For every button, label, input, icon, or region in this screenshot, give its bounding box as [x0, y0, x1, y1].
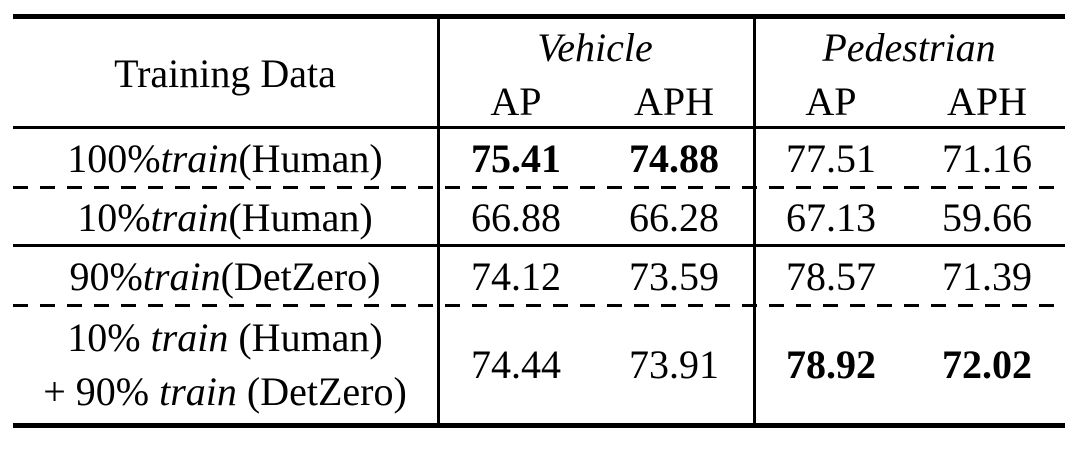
row4-vehicle-aph: 73.91	[629, 342, 719, 387]
table-row: 10% train (Human) + 90% train (DetZero) …	[13, 306, 1065, 423]
header-training-data: Training Data	[114, 51, 336, 96]
row2-vehicle-ap: 66.88	[471, 194, 561, 240]
header-group-pedestrian: Pedestrian AP APH	[753, 19, 1065, 128]
header-separator-line	[13, 126, 1065, 129]
row4-pedestrian-aph: 72.02	[942, 342, 1032, 387]
label-text: 10%	[77, 194, 151, 240]
label-text-italic: train	[159, 368, 237, 414]
row3-label: 90% train (DetZero)	[13, 246, 437, 306]
header-pedestrian-aph: APH	[946, 79, 1028, 124]
solid-divider	[13, 244, 1065, 247]
label-text: 90%	[69, 253, 143, 299]
label-text: (DetZero)	[220, 253, 381, 299]
vertical-divider	[437, 19, 440, 423]
row4-vehicle-ap: 74.44	[471, 342, 561, 387]
row2-vehicle-aph: 66.28	[629, 194, 719, 240]
label-text: 10%	[67, 314, 151, 360]
results-table: Training Data Vehicle AP APH Pedestrian …	[13, 14, 1065, 428]
header-pedestrian-label: Pedestrian	[822, 24, 996, 70]
label-text: (Human)	[238, 135, 383, 181]
row2-label: 10% train (Human)	[13, 188, 437, 246]
label-text-italic: train	[160, 135, 239, 181]
row3-vehicle-ap: 74.12	[471, 253, 561, 299]
row1-pedestrian-ap: 77.51	[786, 135, 876, 181]
row1-label: 100% train (Human)	[13, 128, 437, 188]
label-text: 100%	[67, 135, 161, 181]
header-group-vehicle: Vehicle AP APH	[437, 19, 753, 128]
row4-label-line1: 10% train (Human)	[43, 311, 407, 365]
row2-pedestrian-aph: 59.66	[942, 194, 1032, 240]
label-text: (DetZero)	[236, 368, 407, 414]
table-row: 90% train (DetZero) 74.12 73.59 78.57 71…	[13, 246, 1065, 306]
header-pedestrian-subcols: AP APH	[753, 75, 1065, 128]
row2-pedestrian-ap: 67.13	[786, 194, 876, 240]
label-text-italic: train	[142, 253, 221, 299]
label-text-italic: train	[150, 194, 229, 240]
row4-label-lines: 10% train (Human) + 90% train (DetZero)	[43, 311, 407, 419]
header-vehicle-label: Vehicle	[537, 24, 653, 70]
row1-vehicle-aph: 74.88	[629, 135, 719, 181]
vertical-divider	[753, 19, 756, 423]
header-vehicle-subcols: AP APH	[437, 75, 753, 128]
row4-pedestrian-ap: 78.92	[786, 342, 876, 387]
row4-label-line2: + 90% train (DetZero)	[43, 365, 407, 419]
table-row: 10% train (Human) 66.88 66.28 67.13 59.66	[13, 188, 1065, 246]
label-text: (Human)	[228, 314, 383, 360]
row3-vehicle-aph: 73.59	[629, 253, 719, 299]
label-text: (Human)	[228, 194, 373, 240]
table-row: 100% train (Human) 75.41 74.88 77.51 71.…	[13, 128, 1065, 188]
row4-label: 10% train (Human) + 90% train (DetZero)	[13, 306, 437, 423]
table-header-row: Training Data Vehicle AP APH Pedestrian …	[13, 19, 1065, 128]
row3-pedestrian-ap: 78.57	[786, 253, 876, 299]
dashed-divider	[13, 186, 1065, 189]
header-pedestrian-ap: AP	[805, 79, 857, 124]
row1-vehicle-ap: 75.41	[471, 135, 561, 181]
label-text-italic: train	[150, 314, 229, 360]
label-text: + 90%	[43, 368, 160, 414]
row1-pedestrian-aph: 71.16	[942, 135, 1032, 181]
header-vehicle-aph: APH	[633, 79, 715, 124]
dashed-divider	[13, 304, 1065, 307]
row3-pedestrian-aph: 71.39	[942, 253, 1032, 299]
header-vehicle-ap: AP	[490, 79, 542, 124]
